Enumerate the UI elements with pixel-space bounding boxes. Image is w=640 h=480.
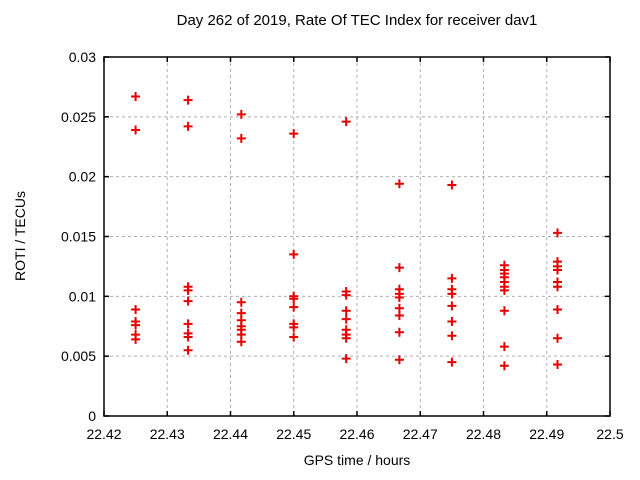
data-point: [236, 297, 246, 307]
data-point: [131, 305, 141, 314]
data-point: [553, 282, 562, 292]
data-point: [341, 314, 351, 324]
data-point: [289, 129, 299, 139]
data-point: [394, 179, 404, 189]
data-point: [394, 311, 404, 320]
data-point: [341, 117, 351, 127]
data-point: [499, 285, 509, 295]
data-point: [289, 322, 299, 332]
data-point: [236, 133, 246, 143]
y-tick-label: 0.025: [61, 109, 96, 125]
data-point: [394, 293, 404, 302]
data-point: [183, 319, 193, 329]
data-point: [553, 305, 562, 314]
data-point: [499, 361, 509, 371]
x-tick-label: 22.46: [339, 426, 374, 442]
data-point: [183, 345, 193, 355]
data-point: [341, 354, 351, 364]
data-point: [289, 332, 299, 342]
data-point: [131, 320, 141, 330]
x-tick-label: 22.48: [466, 426, 501, 442]
data-point: [341, 306, 351, 316]
y-tick-label: 0: [88, 408, 96, 424]
data-point: [447, 289, 457, 299]
data-point: [289, 302, 299, 312]
x-tick-label: 22.42: [86, 426, 121, 442]
data-point: [341, 290, 351, 300]
data-point: [289, 249, 299, 259]
data-point: [553, 360, 562, 369]
data-point: [236, 337, 246, 347]
y-tick-label: 0.02: [69, 169, 96, 185]
data-point: [447, 301, 457, 311]
data-point: [447, 180, 457, 190]
x-axis-label: GPS time / hours: [303, 452, 411, 468]
y-tick-label: 0.015: [61, 229, 96, 245]
data-point: [394, 355, 404, 365]
data-point: [553, 333, 562, 343]
data-point: [447, 317, 457, 326]
data-point: [394, 327, 404, 337]
y-tick-label: 0.005: [61, 348, 96, 364]
data-point: [183, 285, 193, 295]
x-tick-label: 22.45: [276, 426, 311, 442]
data-point: [183, 296, 193, 306]
x-tick-label: 22.49: [529, 426, 564, 442]
data-point: [447, 357, 457, 367]
data-point: [341, 333, 351, 343]
data-point: [394, 263, 404, 273]
data-point: [553, 228, 562, 238]
data-point: [447, 273, 457, 283]
y-tick-label: 0.01: [69, 288, 96, 304]
data-point: [183, 121, 193, 131]
data-point: [183, 95, 193, 105]
x-tick-label: 22.43: [150, 426, 185, 442]
data-point: [183, 332, 193, 342]
data-point: [499, 306, 509, 316]
data-point: [553, 265, 562, 275]
data-point: [447, 331, 457, 341]
y-tick-label: 0.03: [69, 49, 96, 65]
data-point: [289, 294, 299, 304]
data-point: [131, 334, 141, 344]
data-point: [131, 92, 141, 101]
data-point: [499, 342, 509, 352]
data-point: [236, 109, 246, 119]
x-tick-label: 22.44: [213, 426, 248, 442]
chart-title: Day 262 of 2019, Rate Of TEC Index for r…: [176, 12, 538, 29]
data-point: [131, 125, 141, 135]
x-tick-label: 22.5: [596, 426, 623, 442]
x-tick-label: 22.47: [403, 426, 438, 442]
